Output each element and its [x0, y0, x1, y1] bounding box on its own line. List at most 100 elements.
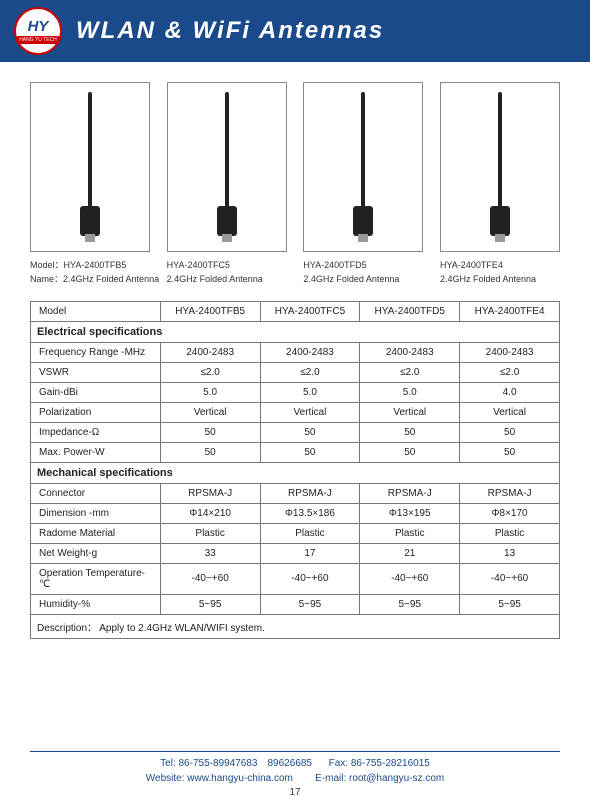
- row-value: 50: [160, 422, 260, 442]
- product-card: HYA-2400TFD5 2.4GHz Folded Antenna: [303, 82, 423, 287]
- row-value: -40~+60: [260, 563, 360, 594]
- model-value: HYA-2400TFD5: [303, 260, 366, 270]
- product-card: Model：HYA-2400TFB5 Name：2.4GHz Folded An…: [30, 82, 150, 287]
- row-label: Gain-dBi: [31, 382, 161, 402]
- page-number: 17: [0, 787, 590, 798]
- desc-value: Apply to 2.4GHz WLAN/WIFI system.: [99, 623, 265, 634]
- antenna-icon: [214, 92, 240, 242]
- table-row: ConnectorRPSMA-JRPSMA-JRPSMA-JRPSMA-J: [31, 483, 560, 503]
- row-label: Net Weight-g: [31, 543, 161, 563]
- table-row: Net Weight-g33172113: [31, 543, 560, 563]
- antenna-icon: [77, 92, 103, 242]
- table-row: Radome MaterialPlasticPlasticPlasticPlas…: [31, 523, 560, 543]
- row-label: Humidity-%: [31, 594, 161, 614]
- section-electrical: Electrical specifications: [31, 321, 560, 342]
- row-value: Φ8×170: [460, 503, 560, 523]
- row-value: -40~+60: [460, 563, 560, 594]
- row-value: Vertical: [460, 402, 560, 422]
- row-label: Frequency Range -MHz: [31, 342, 161, 362]
- model-value: HYA-2400TFE4: [440, 260, 503, 270]
- table-row: Gain-dBi5.05.05.04.0: [31, 382, 560, 402]
- row-label: Max. Power-W: [31, 442, 161, 462]
- logo-subtext: HANG YU TECH: [17, 36, 59, 44]
- name-value: 2.4GHz Folded Antenna: [303, 274, 399, 284]
- row-label: Dimension -mm: [31, 503, 161, 523]
- row-value: 50: [160, 442, 260, 462]
- row-value: 13: [460, 543, 560, 563]
- row-value: Vertical: [260, 402, 360, 422]
- row-value: -40~+60: [360, 563, 460, 594]
- row-value: 21: [360, 543, 460, 563]
- table-row: Frequency Range -MHz2400-24832400-248324…: [31, 342, 560, 362]
- product-image-frame: [440, 82, 560, 252]
- row-label: Operation Temperature-℃: [31, 563, 161, 594]
- row-label: Polarization: [31, 402, 161, 422]
- row-value: RPSMA-J: [460, 483, 560, 503]
- logo: HY HANG YU TECH: [14, 7, 62, 55]
- row-value: Plastic: [460, 523, 560, 543]
- row-value: -40~+60: [160, 563, 260, 594]
- tel-value: 86-755-89947683 89626685: [179, 758, 312, 769]
- row-label: Impedance-Ω: [31, 422, 161, 442]
- row-value: 4.0: [460, 382, 560, 402]
- antenna-icon: [487, 92, 513, 242]
- name-label: Name：: [30, 274, 63, 284]
- name-value: 2.4GHz Folded Antenna: [440, 274, 536, 284]
- name-value: 2.4GHz Folded Antenna: [167, 274, 263, 284]
- table-row: PolarizationVerticalVerticalVerticalVert…: [31, 402, 560, 422]
- page-footer: Tel: 86-755-89947683 89626685 Fax: 86-75…: [0, 743, 590, 786]
- row-value: 50: [260, 442, 360, 462]
- row-value: ≤2.0: [160, 362, 260, 382]
- section-mechanical: Mechanical specifications: [31, 462, 560, 483]
- row-value: 2400-2483: [260, 342, 360, 362]
- mail-label: E-mail:: [315, 773, 346, 784]
- row-value: Vertical: [360, 402, 460, 422]
- table-row: Max. Power-W50505050: [31, 442, 560, 462]
- row-value: 5.0: [160, 382, 260, 402]
- table-row: Operation Temperature-℃-40~+60-40~+60-40…: [31, 563, 560, 594]
- tel-label: Tel:: [160, 758, 176, 769]
- product-image-frame: [30, 82, 150, 252]
- web-label: Website:: [146, 773, 185, 784]
- fax-value: 86-755-28216015: [351, 758, 430, 769]
- row-value: 50: [460, 422, 560, 442]
- table-row: Impedance-Ω50505050: [31, 422, 560, 442]
- web-value: www.hangyu-china.com: [187, 773, 293, 784]
- mail-value: root@hangyu-sz.com: [349, 773, 444, 784]
- name-value: 2.4GHz Folded Antenna: [63, 274, 159, 284]
- spec-table: Model HYA-2400TFB5 HYA-2400TFC5 HYA-2400…: [30, 301, 560, 639]
- row-value: 50: [460, 442, 560, 462]
- logo-text: HY: [28, 18, 49, 35]
- description-row: Description： Apply to 2.4GHz WLAN/WIFI s…: [31, 614, 560, 638]
- row-value: 50: [260, 422, 360, 442]
- model-col: HYA-2400TFE4: [460, 301, 560, 321]
- row-value: ≤2.0: [260, 362, 360, 382]
- row-value: Vertical: [160, 402, 260, 422]
- row-value: 5~95: [160, 594, 260, 614]
- product-image-frame: [303, 82, 423, 252]
- row-value: RPSMA-J: [160, 483, 260, 503]
- desc-label: Description：: [37, 623, 97, 634]
- table-row: VSWR≤2.0≤2.0≤2.0≤2.0: [31, 362, 560, 382]
- page-header: HY HANG YU TECH WLAN & WiFi Antennas: [0, 0, 590, 62]
- row-value: 50: [360, 422, 460, 442]
- row-label: VSWR: [31, 362, 161, 382]
- row-value: 5.0: [260, 382, 360, 402]
- row-value: Plastic: [160, 523, 260, 543]
- row-value: RPSMA-J: [360, 483, 460, 503]
- row-value: RPSMA-J: [260, 483, 360, 503]
- row-value: Plastic: [360, 523, 460, 543]
- row-value: Φ14×210: [160, 503, 260, 523]
- row-value: Plastic: [260, 523, 360, 543]
- footer-rule: [30, 751, 560, 752]
- model-label: Model：: [30, 260, 64, 270]
- page-title: WLAN & WiFi Antennas: [76, 17, 384, 45]
- fax-label: Fax:: [329, 758, 348, 769]
- table-row: Humidity-%5~955~955~955~95: [31, 594, 560, 614]
- model-value: HYA-2400TFB5: [64, 260, 127, 270]
- antenna-icon: [350, 92, 376, 242]
- row-value: 2400-2483: [160, 342, 260, 362]
- row-value: 2400-2483: [360, 342, 460, 362]
- table-row: Dimension -mmΦ14×210Φ13.5×186Φ13×195Φ8×1…: [31, 503, 560, 523]
- model-col: HYA-2400TFB5: [160, 301, 260, 321]
